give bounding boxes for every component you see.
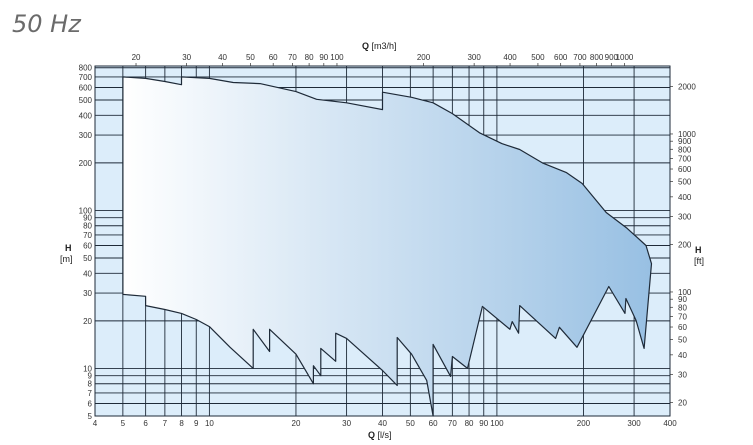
y-tick-left: 700 — [79, 73, 93, 82]
x-tick-top: 100 — [330, 53, 344, 62]
x-tick-top: 80 — [305, 53, 314, 62]
y-tick-right: 90 — [678, 295, 687, 304]
y-label-right-unit: [ft] — [694, 256, 704, 266]
y-tick-right: 60 — [678, 323, 687, 332]
ticks: 5678910203040506070809010020030040050060… — [79, 53, 697, 428]
y-tick-left: 800 — [79, 64, 93, 73]
x-tick-top: 200 — [417, 53, 431, 62]
y-label-left-unit: [m] — [60, 254, 73, 264]
x-tick-top: 400 — [503, 53, 517, 62]
x-tick-bottom: 200 — [577, 419, 591, 428]
y-tick-left: 9 — [88, 372, 93, 381]
x-tick-bottom: 9 — [194, 419, 199, 428]
x-tick-top: 20 — [132, 53, 141, 62]
y-tick-right: 20 — [678, 398, 687, 407]
x-tick-top: 60 — [269, 53, 278, 62]
y-tick-left: 30 — [83, 289, 92, 298]
y-tick-left: 400 — [79, 111, 93, 120]
y-tick-left: 70 — [83, 231, 92, 240]
x-tick-bottom: 5 — [121, 419, 126, 428]
y-tick-right: 70 — [678, 312, 687, 321]
x-tick-bottom: 7 — [163, 419, 168, 428]
y-tick-right: 1000 — [678, 130, 696, 139]
y-tick-right: 600 — [678, 165, 692, 174]
y-tick-left: 100 — [79, 206, 93, 215]
x-tick-bottom: 50 — [406, 419, 415, 428]
x-tick-top: 800 — [590, 53, 604, 62]
y-tick-right: 200 — [678, 240, 692, 249]
plot-frame — [94, 65, 671, 417]
x-tick-bottom: 20 — [292, 419, 301, 428]
y-label-left: H — [65, 243, 72, 253]
y-tick-right: 100 — [678, 288, 692, 297]
x-tick-top: 900 — [605, 53, 619, 62]
y-tick-right: 400 — [678, 193, 692, 202]
y-tick-left: 600 — [79, 83, 93, 92]
y-tick-right: 500 — [678, 178, 692, 187]
x-tick-bottom: 300 — [627, 419, 641, 428]
y-tick-left: 7 — [88, 389, 93, 398]
x-tick-top: 1000 — [616, 53, 634, 62]
x-label-top: Q [m3/h] — [362, 41, 397, 51]
x-tick-bottom: 10 — [205, 419, 214, 428]
x-tick-top: 70 — [288, 53, 297, 62]
y-tick-left: 200 — [79, 159, 93, 168]
x-label-bottom: Q [l/s] — [368, 430, 392, 440]
y-label-right: H — [695, 245, 702, 255]
x-tick-top: 600 — [554, 53, 568, 62]
x-tick-top: 700 — [573, 53, 587, 62]
x-tick-top: 30 — [182, 53, 191, 62]
y-tick-right: 40 — [678, 351, 687, 360]
chart-title: 50 Hz — [12, 10, 81, 38]
y-tick-left: 500 — [79, 96, 93, 105]
y-tick-right: 80 — [678, 303, 687, 312]
x-tick-top: 500 — [531, 53, 545, 62]
x-tick-bottom: 8 — [179, 419, 184, 428]
y-tick-left: 300 — [79, 131, 93, 140]
x-tick-bottom: 100 — [490, 419, 504, 428]
x-tick-bottom: 70 — [448, 419, 457, 428]
x-tick-bottom: 30 — [342, 419, 351, 428]
x-tick-top: 90 — [319, 53, 328, 62]
y-tick-left: 80 — [83, 222, 92, 231]
y-tick-left: 8 — [88, 380, 93, 389]
envelope-area — [122, 76, 653, 417]
y-tick-left: 90 — [83, 214, 92, 223]
y-tick-left: 6 — [88, 399, 93, 408]
y-tick-right: 300 — [678, 213, 692, 222]
x-tick-bottom: 400 — [663, 419, 677, 428]
x-tick-bottom: 80 — [465, 419, 474, 428]
x-tick-bottom: 40 — [378, 419, 387, 428]
y-tick-left: 5 — [88, 412, 93, 421]
y-tick-left: 20 — [83, 317, 92, 326]
x-tick-bottom: 4 — [93, 419, 98, 428]
y-tick-right: 50 — [678, 336, 687, 345]
y-tick-left: 60 — [83, 241, 92, 250]
y-tick-left: 40 — [83, 269, 92, 278]
y-tick-right: 800 — [678, 145, 692, 154]
x-tick-top: 300 — [467, 53, 481, 62]
x-tick-bottom: 6 — [143, 419, 148, 428]
y-tick-right: 30 — [678, 371, 687, 380]
x-tick-top: 50 — [246, 53, 255, 62]
y-tick-right: 900 — [678, 137, 692, 146]
x-tick-bottom: 60 — [429, 419, 438, 428]
y-tick-right: 2000 — [678, 82, 696, 91]
y-tick-left: 10 — [83, 364, 92, 373]
y-tick-right: 700 — [678, 154, 692, 163]
y-tick-left: 50 — [83, 254, 92, 263]
x-tick-top: 40 — [218, 53, 227, 62]
x-tick-bottom: 90 — [479, 419, 488, 428]
